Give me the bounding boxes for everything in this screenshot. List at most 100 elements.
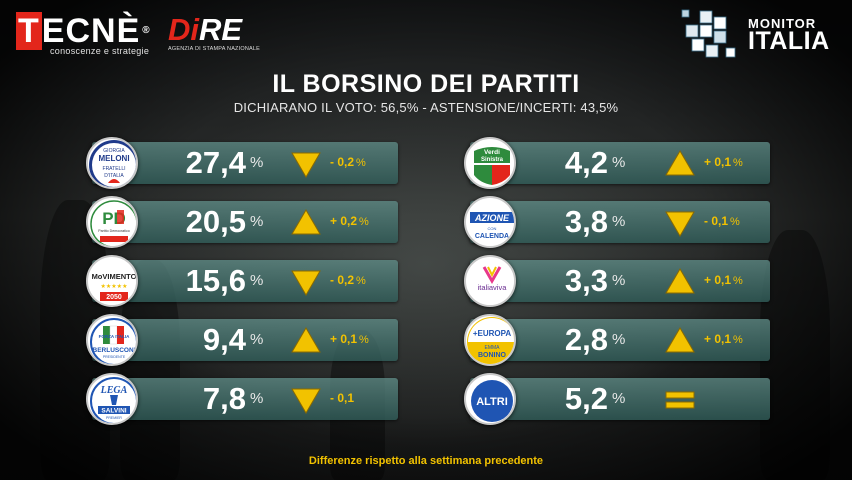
party-percentage: 7,8 (202, 381, 246, 416)
delta-value: + 0,2% (330, 214, 369, 228)
tecne-logo: TECNÈ ® conoscenze e strategie (16, 12, 151, 56)
delta-value: - 0,2% (330, 155, 366, 169)
pd-text-2: Partito Democratico (98, 229, 130, 233)
dire-logo-i: i (190, 12, 200, 47)
trend-down-arrow-icon (290, 385, 322, 415)
row-bar (92, 260, 398, 302)
delta-value: + 0,1% (704, 155, 743, 169)
trend-up-arrow-icon (290, 326, 322, 356)
azione-logo-badge: AZIONE CON CALENDA (464, 196, 516, 248)
chart-subtitle: DICHIARANO IL VOTO: 56,5% - ASTENSIONE/I… (233, 100, 619, 115)
fi-text-2: BERLUSCONI (93, 347, 136, 354)
delta-number: - 0,2 (330, 155, 355, 169)
dire-tagline: AGENZIA DI STAMPA NAZIONALE (168, 46, 260, 52)
azione-text-3: CALENDA (475, 233, 509, 240)
party-row: AZIONE CON CALENDA 3,8 % - 0,1% (464, 196, 770, 248)
avs-text-1: Verdi (484, 149, 500, 156)
delta-unit: % (359, 216, 369, 228)
row-bar (470, 260, 770, 302)
tecne-logo-initial: T (16, 12, 42, 50)
lega-text-2: SALVINI (101, 408, 126, 415)
lega-text-1: LEGA (100, 385, 128, 396)
altri-text-1: ALTRI (476, 396, 508, 408)
chart-footnote: Differenze rispetto alla settimana prece… (308, 455, 544, 467)
percent-unit: % (250, 272, 264, 289)
party-percentage: 15,6 (185, 263, 246, 298)
lega-text-3: PREMIER (106, 416, 122, 420)
fi-text-3: PRESIDENTE (103, 355, 126, 359)
fdi-text-4: D'ITALIA (104, 173, 124, 179)
party-percentage: 3,8 (564, 204, 608, 239)
cubes-icon (681, 9, 736, 58)
percent-unit: % (250, 154, 264, 171)
dire-logo-d: D (168, 12, 191, 47)
percent-unit: % (250, 331, 264, 348)
party-row: FORZA ITALIA BERLUSCONI PRESIDENTE 9,4 %… (86, 314, 398, 366)
delta-value (704, 391, 706, 405)
party-row: LEGA SALVINI PREMIER 7,8 % - 0,1 (86, 373, 398, 425)
delta-value: + 0,1% (704, 332, 743, 346)
delta-number: - 0,1 (704, 214, 729, 228)
party-percentage: 5,2 (564, 381, 608, 416)
party-row: +EUROPA EMMA BONINO 2,8 % + 0,1% (464, 314, 770, 366)
trend-down-arrow-icon (290, 267, 322, 297)
delta-number: + 0,1 (704, 332, 732, 346)
avs-logo-badge: Verdi Sinistra (464, 137, 516, 189)
m5s-text-2: 2050 (106, 294, 122, 301)
europa-text-1: +EUROPA (473, 329, 512, 338)
trend-up-arrow-icon (664, 149, 696, 179)
row-bar (470, 201, 770, 243)
fi-text-1: FORZA ITALIA (99, 334, 130, 339)
forza-italia-logo-badge: FORZA ITALIA BERLUSCONI PRESIDENTE (86, 314, 138, 366)
europa-text-2: EMMA (485, 345, 501, 351)
percent-unit: % (612, 154, 626, 171)
trend-up-arrow-icon (664, 326, 696, 356)
azione-text-1: AZIONE (474, 213, 510, 223)
percent-unit: % (612, 213, 626, 230)
party-row: MoVIMENTO ★★★★★ 2050 15,6 % - 0,2% (86, 255, 398, 307)
m5s-logo-badge: MoVIMENTO ★★★★★ 2050 (86, 255, 138, 307)
trend-down-arrow-icon (290, 149, 322, 179)
delta-number: - 0,2 (330, 273, 355, 287)
delta-number: - 0,1 (330, 391, 355, 405)
party-percentage: 4,2 (564, 145, 608, 180)
trend-equal-icon (664, 385, 696, 415)
registered-mark: ® (142, 25, 151, 36)
dire-logo-re: RE (199, 12, 243, 47)
delta-unit: % (733, 334, 743, 346)
fdi-text-3: FRATELLI (103, 166, 126, 172)
party-percentage: 20,5 (185, 204, 246, 239)
delta-unit: % (356, 157, 366, 169)
delta-value: - 0,2% (330, 273, 366, 287)
trend-up-arrow-icon (290, 208, 322, 238)
delta-value: - 0,1 (330, 391, 356, 405)
dire-logo: DiRE AGENZIA DI STAMPA NAZIONALE (168, 12, 260, 53)
fdi-text-2: MELONI (98, 154, 129, 163)
fdi-logo-badge: GIORGIA MELONI FRATELLI D'ITALIA (86, 137, 138, 189)
italia-label: ITALIA (748, 27, 830, 55)
percent-unit: % (250, 213, 264, 230)
party-percentage: 2,8 (564, 322, 608, 357)
party-row: PD Partito Democratico 20,5 % + 0,2% (86, 196, 398, 248)
party-row: GIORGIA MELONI FRATELLI D'ITALIA 27,4 % … (86, 137, 398, 189)
monitor-italia-logo: MONITOR ITALIA (678, 8, 843, 66)
m5s-text-1: MoVIMENTO (92, 272, 137, 281)
fdi-text-1: GIORGIA (103, 148, 125, 154)
party-percentage: 3,3 (564, 263, 608, 298)
pd-logo-badge: PD Partito Democratico (86, 196, 138, 248)
azione-text-2: CON (488, 226, 497, 231)
delta-unit: % (356, 275, 366, 287)
piu-europa-logo-badge: +EUROPA EMMA BONINO (464, 314, 516, 366)
row-bar (470, 378, 770, 420)
delta-unit: % (733, 275, 743, 287)
row-bar (92, 201, 398, 243)
delta-unit: % (730, 216, 740, 228)
percent-unit: % (612, 390, 626, 407)
svg-text:★★★★★: ★★★★★ (101, 283, 128, 290)
percent-unit: % (612, 331, 626, 348)
tecne-logo-name: ECNÈ (41, 12, 141, 50)
row-bar (470, 142, 770, 184)
row-bar (92, 378, 398, 420)
party-percentage: 9,4 (202, 322, 246, 357)
chart-title: IL BORSINO DEI PARTITI (272, 70, 580, 98)
